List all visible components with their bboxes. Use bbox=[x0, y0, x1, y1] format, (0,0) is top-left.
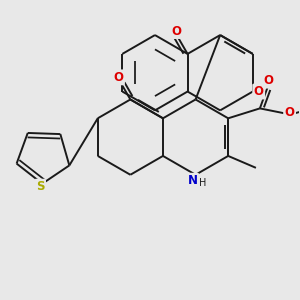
Text: N: N bbox=[188, 174, 198, 187]
Text: O: O bbox=[264, 74, 274, 87]
Text: O: O bbox=[172, 25, 182, 38]
Text: H: H bbox=[199, 178, 206, 188]
Text: S: S bbox=[36, 180, 45, 193]
Text: O: O bbox=[285, 106, 295, 119]
Text: O: O bbox=[113, 71, 124, 84]
Text: O: O bbox=[254, 85, 264, 98]
